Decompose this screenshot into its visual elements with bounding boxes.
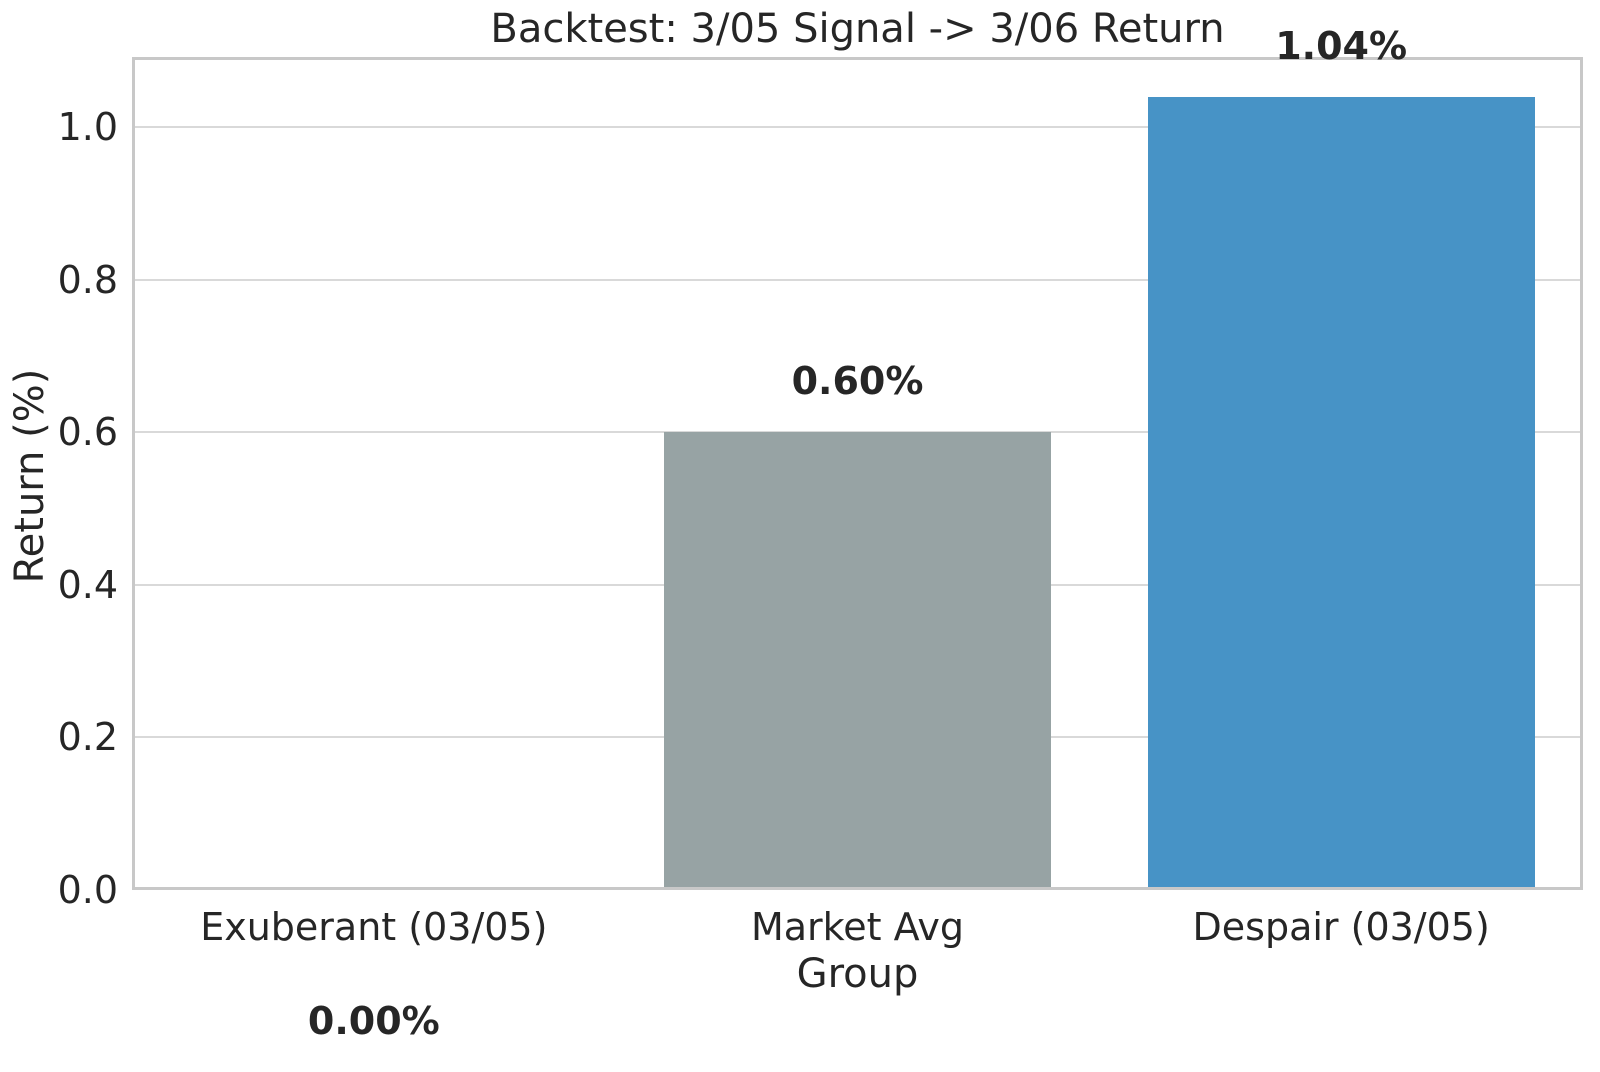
y-tick-label: 1.0 bbox=[57, 105, 118, 150]
plot-area bbox=[132, 57, 1583, 890]
x-tick-label: Market Avg bbox=[750, 905, 965, 949]
y-tick-label: 0.2 bbox=[57, 715, 118, 760]
x-tick-label: Despair (03/05) bbox=[1192, 905, 1490, 949]
bar-value-label: 1.04% bbox=[1275, 24, 1408, 68]
bar-2 bbox=[1147, 97, 1535, 890]
bar-value-label: 0.60% bbox=[791, 359, 924, 403]
y-tick-label: 0.6 bbox=[57, 410, 118, 455]
chart-title: Backtest: 3/05 Signal -> 3/06 Return bbox=[490, 6, 1225, 52]
y-tick-label: 0.8 bbox=[57, 257, 118, 302]
y-tick-label: 0.4 bbox=[57, 562, 118, 607]
y-axis-label: Return (%) bbox=[7, 368, 53, 584]
bar-value-label: 0.00% bbox=[307, 999, 440, 1043]
x-axis-label: Group bbox=[796, 951, 919, 997]
gridline bbox=[132, 278, 1583, 281]
y-tick-label: 0.0 bbox=[57, 868, 118, 912]
bar-1 bbox=[664, 432, 1051, 890]
gridline bbox=[132, 126, 1583, 129]
x-tick-label: Exuberant (03/05) bbox=[200, 905, 548, 949]
